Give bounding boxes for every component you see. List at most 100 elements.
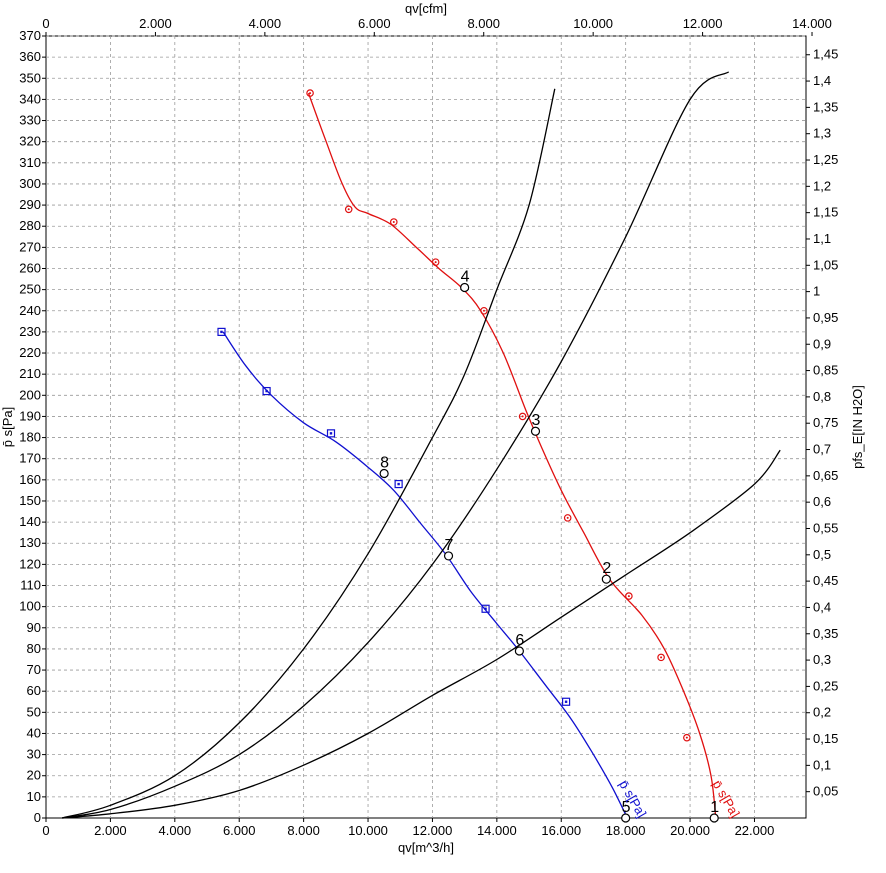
- operating-point-label: 7: [445, 537, 454, 554]
- y2-axis-title: pfs_E[IN H2O]: [850, 385, 865, 469]
- y-tick-label: 90: [27, 620, 41, 635]
- y2-tick-label: 0,75: [813, 415, 838, 430]
- y2-tick-label: 0,4: [813, 599, 831, 614]
- operating-point-label: 6: [515, 632, 524, 649]
- operating-point-7: [443, 551, 454, 561]
- y-tick-label: 70: [27, 662, 41, 677]
- y2-tick-label: 0,35: [813, 626, 838, 641]
- series-line-4: [61, 71, 730, 819]
- x2-tick-label: 4.000: [249, 16, 282, 31]
- y-tick-label: 220: [19, 345, 41, 360]
- y-tick-label: 270: [19, 239, 41, 254]
- data-point-circle: [389, 218, 398, 226]
- x2-tick-label: 0: [42, 16, 49, 31]
- y-tick-label: 260: [19, 260, 41, 275]
- y2-tick-label: 0,05: [813, 784, 838, 799]
- operating-point-label: 8: [380, 454, 389, 471]
- operating-point-label: 1: [710, 799, 719, 816]
- y-tick-label: 350: [19, 70, 41, 85]
- data-point-square: [561, 697, 571, 706]
- y2-tick-label: 0,1: [813, 757, 831, 772]
- operating-point-4: [460, 282, 470, 293]
- x-tick-label: 16.000: [541, 823, 581, 838]
- data-point-circle: [518, 412, 527, 421]
- x-tick-label: 2.000: [94, 823, 127, 838]
- y2-tick-label: 0,85: [813, 363, 838, 378]
- y-tick-label: 0: [34, 810, 41, 825]
- data-point-square: [217, 327, 226, 336]
- data-point-circle: [657, 653, 665, 662]
- y2-tick-label: 1,45: [813, 47, 838, 62]
- y2-tick-label: 1,35: [813, 99, 838, 114]
- x2-tick-label: 2.000: [139, 16, 172, 31]
- y-tick-label: 340: [19, 91, 41, 106]
- x2-tick-label: 14.000: [792, 16, 832, 31]
- y2-tick-label: 0,55: [813, 520, 838, 535]
- y2-tick-label: 1,25: [813, 152, 838, 167]
- y-tick-label: 200: [19, 387, 41, 402]
- x2-tick-label: 6.000: [358, 16, 391, 31]
- y-tick-label: 250: [19, 282, 41, 297]
- y-tick-label: 110: [20, 578, 41, 593]
- y2-tick-label: 1,2: [813, 178, 831, 193]
- y2-tick-label: 0,3: [813, 652, 831, 667]
- x-tick-label: 22.000: [735, 823, 775, 838]
- x2-tick-label: 8.000: [467, 16, 500, 31]
- x-tick-label: 8.000: [287, 823, 320, 838]
- data-point-dot: [220, 330, 223, 334]
- y-tick-label: 10: [27, 789, 41, 804]
- y-tick-label: 290: [19, 197, 41, 212]
- y2-tick-label: 0,8: [813, 389, 831, 404]
- y2-tick-label: 0,6: [813, 494, 831, 509]
- x2-tick-label: 10.000: [573, 16, 613, 31]
- y2-tick-label: 1,05: [813, 257, 838, 272]
- data-point-circle: [625, 592, 633, 600]
- y2-tick-label: 0,2: [813, 705, 831, 720]
- series-line-1: [307, 92, 717, 819]
- y2-tick-label: 0,7: [813, 442, 831, 457]
- y-tick-label: 40: [27, 725, 41, 740]
- y2-tick-label: 0,45: [813, 573, 838, 588]
- markers: [217, 89, 691, 742]
- y-tick-label: 300: [19, 176, 41, 191]
- data-point-dot: [309, 92, 312, 95]
- plot-area: [45, 35, 807, 819]
- x-axis-title: qv[m^3/h]: [398, 840, 454, 855]
- data-point-dot: [521, 415, 524, 418]
- grid: [46, 35, 806, 818]
- y2-tick-label: 0,9: [813, 336, 831, 351]
- operating-point-8: [379, 468, 389, 479]
- operating-point-3: [530, 426, 541, 436]
- y-tick-label: 120: [19, 556, 41, 571]
- x-tick-label: 18.000: [606, 823, 646, 838]
- data-point-dot: [347, 208, 350, 211]
- series-line-5: [62, 449, 781, 819]
- y-tick-label: 170: [19, 451, 41, 466]
- data-point-dot: [397, 482, 400, 486]
- y2-tick-label: 0,15: [813, 731, 838, 746]
- data-point-dot: [484, 607, 487, 610]
- y2-tick-label: 1,15: [813, 205, 838, 220]
- data-point-dot: [685, 736, 688, 739]
- y-tick-label: 230: [19, 324, 41, 339]
- data-point-dot: [482, 309, 485, 312]
- x-tick-label: 6.000: [223, 823, 256, 838]
- x2-tick-label: 12.000: [683, 16, 723, 31]
- y-tick-label: 320: [19, 134, 41, 149]
- y-tick-label: 240: [19, 303, 41, 318]
- x-tick-label: 12.000: [413, 823, 453, 838]
- data-point-dot: [566, 516, 569, 519]
- x-tick-label: 14.000: [477, 823, 517, 838]
- operating-point-label: 5: [622, 799, 631, 816]
- y2-tick-label: 1,3: [813, 126, 831, 141]
- y-tick-label: 370: [19, 28, 41, 43]
- operating-point-5: [621, 813, 631, 823]
- y-tick-label: 190: [19, 408, 41, 423]
- y2-tick-label: 1,1: [813, 231, 831, 246]
- y-tick-label: 150: [19, 493, 41, 508]
- y-tick-label: 160: [19, 472, 41, 487]
- operating-point-label: 3: [531, 412, 540, 429]
- y2-tick-label: 1: [813, 284, 820, 299]
- y2-tick-label: 0,5: [813, 547, 831, 562]
